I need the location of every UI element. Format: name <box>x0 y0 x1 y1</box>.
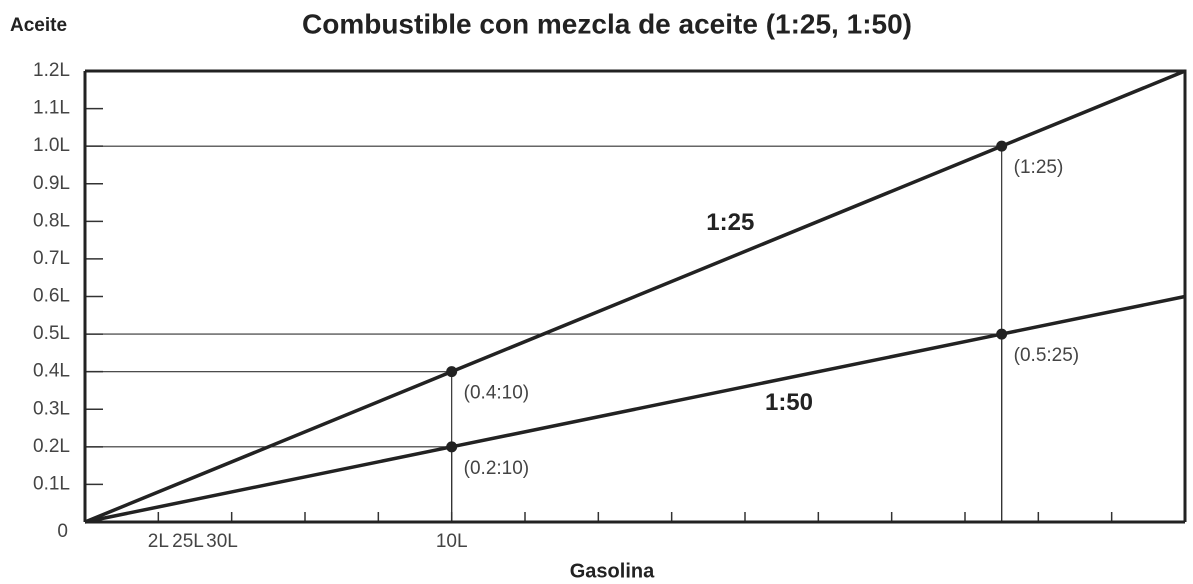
value-label: (1:25) <box>1014 157 1064 178</box>
x-extra-label: 30L <box>206 531 238 552</box>
series-name: 1:50 <box>765 389 813 416</box>
chart-title: Combustible con mezcla de aceite (1:25, … <box>302 8 912 39</box>
y-tick-label: 0.4L <box>33 361 70 382</box>
series-name: 1:25 <box>706 209 754 236</box>
y-tick-label: 0.6L <box>33 286 70 307</box>
series-line <box>84 294 1186 524</box>
point <box>996 328 1008 340</box>
x-tick-label: 10L <box>436 531 468 552</box>
value-label: (0.4:10) <box>464 383 529 404</box>
value-label: (0.5:25) <box>1014 345 1079 366</box>
series-line <box>84 69 1186 524</box>
x-tick-label: 2L <box>148 531 169 552</box>
point <box>446 366 458 378</box>
y-tick-label: 0.5L <box>33 323 70 344</box>
y-axis-label: Aceite <box>10 15 67 36</box>
y-tick-label: 0.2L <box>33 436 70 457</box>
y-tick-label: 0.7L <box>33 248 70 269</box>
y-tick-label: 0 <box>57 521 68 542</box>
x-axis-label: Gasolina <box>570 560 655 582</box>
y-tick-label: 0.1L <box>33 473 70 494</box>
value-label: (0.2:10) <box>464 458 529 479</box>
x-extra-label: 25L <box>172 531 204 552</box>
y-tick-label: 1.0L <box>33 135 70 156</box>
y-tick-label: 0.8L <box>33 210 70 231</box>
y-tick-label: 0.3L <box>33 398 70 419</box>
point <box>446 441 458 453</box>
point <box>996 140 1008 152</box>
y-tick-label: 1.1L <box>33 98 70 119</box>
y-tick-label: 1.2L <box>33 60 70 81</box>
y-tick-label: 0.9L <box>33 173 70 194</box>
